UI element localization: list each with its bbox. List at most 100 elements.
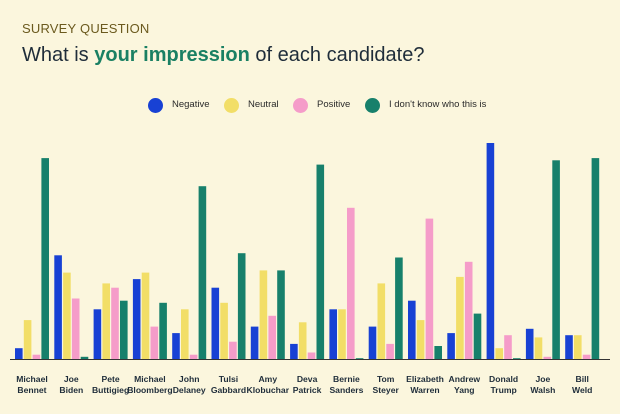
bar-tulsi-gabbard-i-don-t-know-who-this-is [237, 253, 246, 359]
x-tick-label-line: Trump [490, 385, 516, 395]
bar-tulsi-gabbard-neutral [220, 302, 228, 359]
bar-michael-bennet-negative [15, 348, 23, 359]
bar-pete-buttigieg-neutral [102, 283, 110, 359]
x-tick-label-line: Delaney [173, 385, 206, 395]
bar-andrew-yang-positive [464, 261, 473, 359]
bar-bernie-sanders-i-don-t-know-who-this-is [355, 358, 364, 359]
x-tick-label-line: Bill [576, 374, 589, 384]
legend: Negative Neutral Positive I don't know w… [0, 96, 620, 116]
bar-andrew-yang-negative [447, 333, 455, 359]
chart-title: What is your impression of each candidat… [22, 44, 424, 67]
bar-joe-biden-negative [54, 255, 62, 359]
bar-pete-buttigieg-negative [93, 309, 102, 359]
x-tick-label-amy-klobuchar: Amy Klobuchar [247, 374, 290, 395]
x-tick-label-line: John [179, 374, 200, 384]
x-tick-label-michael-bloomberg: Michael Bloomberg [127, 374, 172, 395]
bar-deva-patrick-positive [307, 352, 316, 359]
x-tick-label-line: Tom [377, 374, 395, 384]
x-tick-label-joe-biden: Joe Biden [59, 374, 83, 395]
title-prefix: What is [22, 44, 95, 66]
legend-swatch-positive [293, 98, 308, 113]
x-tick-label-line: Amy [258, 374, 277, 384]
bar-tulsi-gabbard-positive [229, 341, 237, 359]
bar-joe-biden-neutral [63, 272, 71, 359]
bar-bill-weld-positive [582, 354, 591, 359]
x-tick-label-pete-buttigieg: Pete Buttigieg [92, 374, 129, 395]
x-tick-label-line: Bernie [333, 374, 360, 384]
x-tick-label-andrew-yang: Andrew Yang [449, 374, 481, 395]
bar-joe-biden-positive [71, 298, 80, 359]
legend-label-neutral: Neutral [248, 99, 279, 110]
x-tick-label-line: Bloomberg [127, 385, 172, 395]
bar-deva-patrick-i-don-t-know-who-this-is [316, 164, 325, 359]
bar-bill-weld-i-don-t-know-who-this-is [591, 158, 600, 359]
bar-donald-trump-i-don-t-know-who-this-is [513, 358, 521, 359]
bar-tom-steyer-positive [386, 343, 394, 359]
bar-joe-walsh-positive [543, 356, 552, 359]
bar-joe-walsh-i-don-t-know-who-this-is [552, 160, 560, 359]
x-tick-label-line: Weld [572, 385, 592, 395]
x-tick-label-michael-bennet: Michael Bennet [16, 374, 48, 395]
bar-bernie-sanders-negative [329, 309, 337, 359]
bar-tulsi-gabbard-negative [211, 287, 220, 359]
x-tick-label-bill-weld: Bill Weld [572, 374, 592, 395]
bar-michael-bloomberg-negative [132, 279, 141, 359]
bar-amy-klobuchar-positive [268, 315, 276, 359]
x-tick-label-line: Michael [16, 374, 48, 384]
bar-john-delaney-positive [189, 354, 198, 359]
legend-label-unknown: I don't know who this is [389, 99, 487, 110]
bar-tom-steyer-neutral [377, 283, 386, 359]
bar-elizabeth-warren-i-don-t-know-who-this-is [434, 346, 442, 359]
x-tick-label-line: Walsh [530, 385, 555, 395]
bar-bill-weld-negative [565, 335, 573, 359]
bar-deva-patrick-neutral [298, 322, 307, 359]
x-tick-label-line: Bennet [17, 385, 46, 395]
bar-john-delaney-i-don-t-know-who-this-is [198, 186, 207, 359]
x-tick-label-tom-steyer: Tom Steyer [373, 374, 400, 395]
x-tick-label-line: Sanders [329, 385, 363, 395]
x-tick-label-line: Klobuchar [247, 385, 290, 395]
bar-donald-trump-negative [486, 143, 495, 359]
x-tick-label-line: Andrew [449, 374, 481, 384]
bar-elizabeth-warren-positive [425, 218, 434, 359]
legend-swatch-neutral [224, 98, 239, 113]
bar-michael-bloomberg-i-don-t-know-who-this-is [159, 302, 167, 359]
x-tick-label-line: Buttigieg [92, 385, 129, 395]
x-tick-label-line: Gabbard [211, 385, 246, 395]
legend-swatch-unknown [365, 98, 380, 113]
x-tick-label-john-delaney: John Delaney [173, 374, 206, 395]
x-tick-label-line: Michael [134, 374, 166, 384]
bar-bernie-sanders-neutral [338, 309, 346, 359]
bar-bernie-sanders-positive [347, 207, 355, 359]
x-tick-label-bernie-sanders: Bernie Sanders [329, 374, 363, 395]
bar-amy-klobuchar-i-don-t-know-who-this-is [277, 270, 285, 359]
legend-swatch-negative [148, 98, 163, 113]
bar-amy-klobuchar-negative [250, 326, 259, 359]
x-tick-label-line: Yang [454, 385, 475, 395]
x-tick-label-joe-walsh: Joe Walsh [530, 374, 555, 395]
bar-deva-patrick-negative [290, 343, 298, 359]
legend-label-negative: Negative [172, 99, 210, 110]
x-tick-label-line: Warren [410, 385, 439, 395]
bar-amy-klobuchar-neutral [259, 270, 268, 359]
bar-michael-bennet-positive [32, 354, 41, 359]
bar-john-delaney-negative [172, 333, 180, 359]
bar-michael-bennet-i-don-t-know-who-this-is [41, 158, 49, 359]
bar-donald-trump-positive [504, 335, 512, 359]
x-tick-label-line: Elizabeth [406, 374, 444, 384]
bar-bill-weld-neutral [574, 335, 582, 359]
x-tick-label-elizabeth-warren: Elizabeth Warren [406, 374, 444, 395]
bar-pete-buttigieg-positive [111, 287, 119, 359]
bar-tom-steyer-i-don-t-know-who-this-is [395, 257, 403, 359]
legend-label-positive: Positive [317, 99, 351, 110]
x-tick-label-line: Joe [64, 374, 79, 384]
x-tick-label-line: Deva [297, 374, 318, 384]
x-tick-label-line: Steyer [373, 385, 400, 395]
bar-tom-steyer-negative [368, 326, 377, 359]
x-tick-label-tulsi-gabbard: Tulsi Gabbard [211, 374, 246, 395]
bar-joe-walsh-neutral [534, 337, 543, 359]
title-suffix: of each candidate? [249, 44, 425, 66]
bar-andrew-yang-neutral [456, 276, 464, 359]
x-tick-label-line: Tulsi [219, 374, 238, 384]
